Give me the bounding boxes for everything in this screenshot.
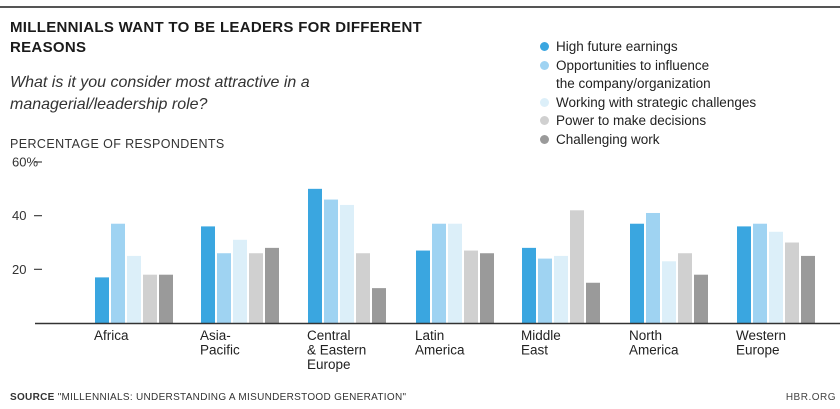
chart-subtitle: What is it you consider most attractive … [10,74,310,113]
source-label: SOURCE [10,392,55,403]
bar [630,223,644,323]
bar [769,231,783,323]
top-rule [0,6,840,8]
bar [586,282,600,323]
legend-label: Working with strategic challenges [556,94,757,110]
x-tick-label: Latin America [415,328,465,358]
bar [356,253,370,323]
x-tick-label: Middle East [521,328,561,358]
bar [554,255,568,323]
bar [308,188,322,323]
y-axis-label: PERCENTAGE OF RESPONDENTS [10,137,225,151]
source-note: SOURCE "MILLENNIALS: UNDERSTANDING A MIS… [10,392,406,403]
x-tick-label: Africa [94,328,129,343]
bar [249,253,263,323]
bar [143,274,157,323]
legend-label: Opportunities to influence the company/o… [556,57,711,92]
legend-label: Power to make decisions [556,113,707,128]
bar [694,274,708,323]
bar [522,247,536,323]
bar [372,288,386,323]
legend-label: High future earnings [556,39,678,54]
bar [201,226,215,323]
bar [753,223,767,323]
legend: High future earnings Opportunities to inf… [540,38,840,149]
chart-title: MILLENNIALS WANT TO BE LEADERS FOR DIFFE… [10,19,423,56]
legend-label: Challenging work [556,131,660,147]
y-tick-label: 40 [12,208,26,223]
bar [111,223,125,323]
x-tick-label: North America [629,328,679,358]
bar [233,239,247,323]
bar [448,223,462,323]
bar [265,247,279,323]
legend-swatch [540,42,549,51]
bar [678,253,692,323]
legend-item: Opportunities to influence the company/o… [540,57,840,94]
x-tick-label: Asia-Pacific [200,328,240,358]
legend-swatch [540,97,549,107]
credit-text: HBR.ORG [785,392,836,403]
bar [662,261,676,323]
legend-item: Challenging work [540,131,840,150]
y-tick-label: 60% [12,155,38,170]
bar [95,277,109,323]
bar [324,199,338,323]
bar [217,253,231,323]
bar [432,223,446,323]
bar [464,250,478,323]
legend-item: Power to make decisions [540,112,840,131]
bar [340,204,354,323]
x-tick-label: Central & Eastern Europe [307,328,366,372]
bar [801,255,815,323]
bar [416,250,430,323]
legend-swatch [540,134,549,144]
bar [159,274,173,323]
legend-swatch [540,60,549,70]
bar [737,226,751,323]
source-text: "MILLENNIALS: UNDERSTANDING A MISUNDERST… [57,392,407,403]
x-tick-label: Western Europe [736,328,786,358]
y-tick-label: 20 [12,262,26,277]
bar [480,253,494,323]
bar [570,210,584,323]
legend-item: High future earnings [540,38,840,57]
bar [785,242,799,323]
bar [127,255,141,323]
bar [538,258,552,323]
bar [646,212,660,323]
legend-item: Working with strategic challenges [540,94,840,113]
legend-swatch [540,116,549,125]
